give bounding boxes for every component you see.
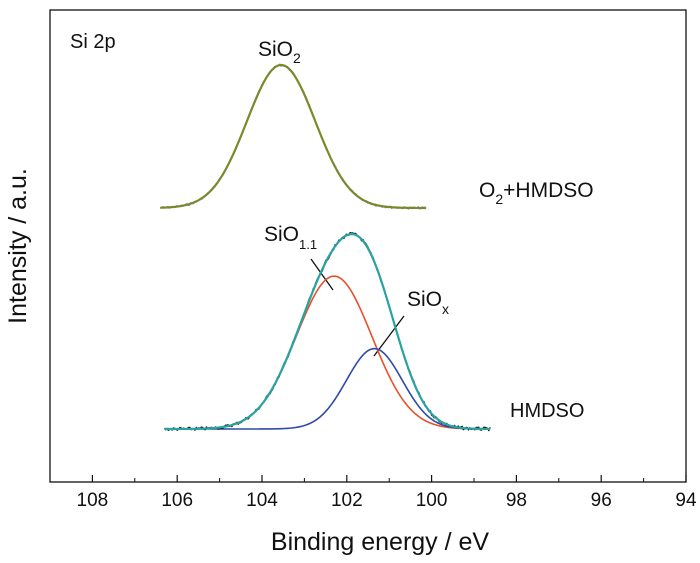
curves-layer xyxy=(160,63,491,432)
x-tick-label: 102 xyxy=(331,490,363,511)
x-tick-label: 104 xyxy=(246,490,278,511)
o2-hmdso-label: O2+HMDSO xyxy=(479,179,594,207)
x-axis-ticks: 108 106 104 102 100 98 96 94 xyxy=(49,475,697,511)
x-tick-label: 108 xyxy=(77,490,109,511)
o2-hmdso-fit-line xyxy=(160,63,427,210)
siox-label-base: SiO xyxy=(407,288,442,311)
x-tick-label: 94 xyxy=(675,490,697,511)
siox-label: SiOx xyxy=(407,288,449,317)
o2-label-rest: +HMDSO xyxy=(503,179,593,202)
o2-hmdso-raw-line xyxy=(160,63,427,210)
component-line-siox xyxy=(164,347,491,430)
sio11-label-base: SiO xyxy=(264,223,299,246)
x-tick-label: 100 xyxy=(416,490,448,511)
sio11-pointer xyxy=(310,258,334,291)
sio2-label: SiO2 xyxy=(258,38,301,66)
hmdso-label: HMDSO xyxy=(510,400,584,422)
sio2-label-base: SiO xyxy=(258,38,293,61)
o2-label-sub: 2 xyxy=(495,191,503,207)
siox-label-sub: x xyxy=(442,301,449,317)
x-tick-label: 106 xyxy=(161,490,193,511)
hmdso-raw-line xyxy=(163,231,491,432)
sio11-label: SiO1.1 xyxy=(264,223,317,252)
o2-label-base: O xyxy=(479,179,495,202)
hmdso-envelope-line xyxy=(164,232,491,431)
sio11-label-sub: 1.1 xyxy=(299,237,317,252)
panel-label: Si 2p xyxy=(70,31,116,53)
plot-frame xyxy=(49,9,687,483)
y-axis-title: Intensity / a.u. xyxy=(4,168,32,324)
x-tick-label: 98 xyxy=(506,490,527,511)
x-axis-title: Binding energy / eV xyxy=(271,528,490,556)
x-tick-label: 96 xyxy=(591,490,612,511)
sio2-label-sub: 2 xyxy=(293,50,301,66)
